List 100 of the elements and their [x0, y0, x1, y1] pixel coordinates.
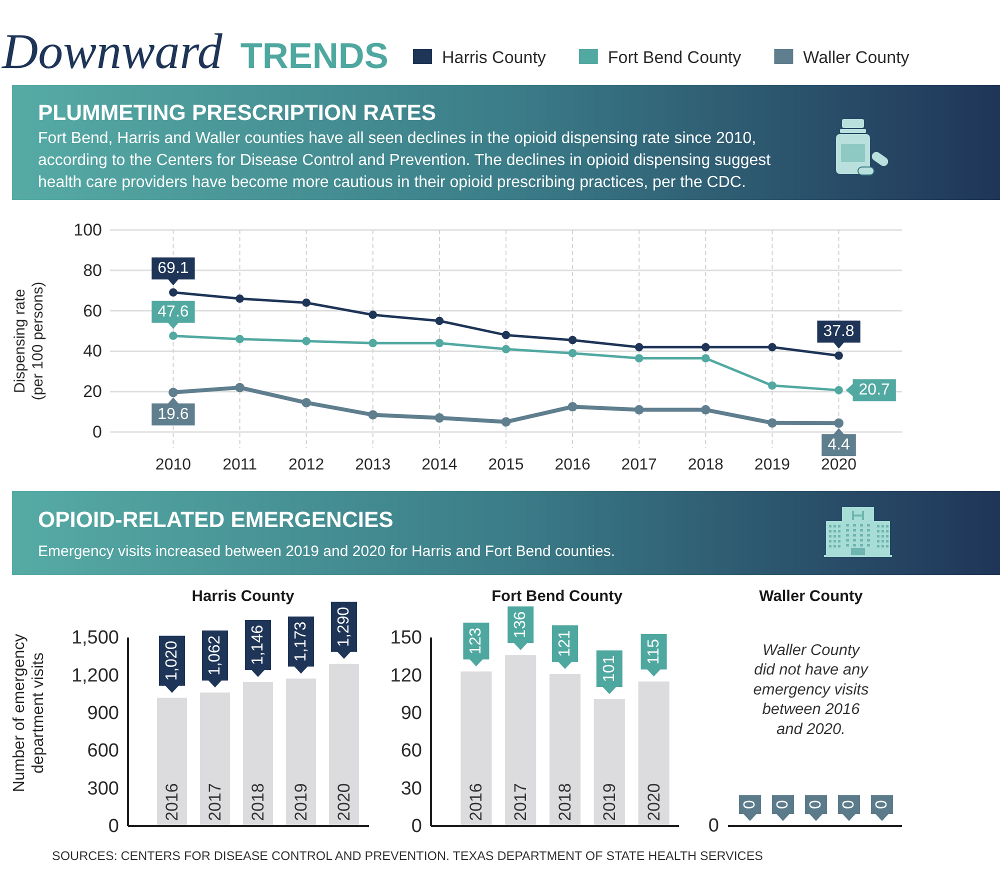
point	[235, 382, 244, 392]
bar	[200, 692, 230, 826]
bar	[594, 699, 625, 826]
data-label: 0	[808, 800, 824, 809]
y-tick-label: 150	[390, 628, 422, 649]
data-label: 1,020	[164, 640, 180, 681]
data-label: 69.1	[158, 260, 189, 277]
data-label: 115	[645, 638, 662, 664]
y-tick-label: 40	[83, 342, 102, 361]
x-tick-label: 2019	[754, 456, 790, 474]
point	[368, 338, 378, 348]
y-tick-label: 0	[108, 816, 119, 838]
data-label: 4.4	[828, 436, 850, 454]
x-tick-label: 2012	[288, 456, 324, 474]
point	[834, 418, 844, 428]
data-label: 0	[774, 800, 792, 809]
data-label: 1,173	[292, 621, 310, 662]
text: Waller County	[759, 588, 864, 605]
bar	[638, 681, 670, 826]
x-tick-label: 2010	[155, 456, 192, 474]
chart-title: Fort Bend County	[492, 588, 623, 605]
x-tick-label: 2018	[248, 783, 268, 821]
point	[701, 354, 710, 362]
data-label: 123	[468, 628, 485, 654]
point	[302, 336, 311, 346]
y-tick-label: 90	[400, 702, 422, 724]
x-tick-label: 2019	[292, 783, 310, 821]
data-label: 20.7	[858, 382, 890, 399]
y-tick-label: 300	[87, 778, 119, 800]
point	[701, 342, 710, 352]
point	[302, 298, 311, 307]
y-tick-label: 30	[400, 778, 422, 800]
text: 0	[874, 800, 890, 809]
point	[368, 310, 378, 320]
x-tick-label: 2017	[621, 456, 658, 474]
point	[502, 345, 510, 354]
point	[302, 398, 312, 408]
data-label: 0	[840, 800, 858, 809]
point	[568, 402, 578, 412]
y-tick-label: 120	[390, 665, 422, 686]
x-tick-label: 2020	[820, 456, 857, 474]
data-label: 19.6	[158, 406, 189, 423]
x-tick-label: 2019	[600, 783, 619, 821]
point	[568, 336, 577, 344]
point	[435, 316, 444, 326]
legend-label: Harris County	[442, 48, 546, 67]
data-label: 121	[556, 630, 574, 657]
point	[834, 386, 843, 394]
legend-label: Waller County	[803, 48, 910, 67]
text: Downward TRENDS	[1, 23, 388, 79]
y-axis-title: Number of emergency department visits	[10, 634, 48, 792]
y-tick-label: 0	[92, 422, 102, 442]
chart-title: PLUMMETING PRESCRIPTION RATES	[38, 100, 436, 125]
point	[768, 342, 776, 352]
y-tick-label: 60	[400, 740, 422, 762]
point	[568, 349, 577, 358]
point	[501, 417, 511, 427]
y-tick-label: 600	[87, 740, 119, 762]
point	[768, 381, 776, 390]
point	[834, 351, 843, 360]
data-label: 0	[742, 800, 758, 809]
y-tick-label: 20	[83, 382, 102, 402]
x-tick-label: 2016	[466, 783, 486, 821]
point	[700, 405, 710, 414]
bar	[156, 698, 188, 826]
data-label: 1,146	[250, 624, 266, 665]
y-tick-label: 900	[87, 702, 119, 724]
point	[502, 330, 510, 340]
y-tick-label: 1,200	[71, 665, 119, 686]
y-tick-label: 80	[83, 260, 102, 280]
point	[368, 410, 378, 420]
x-tick-label: 2013	[355, 456, 391, 474]
bar	[505, 655, 536, 826]
point	[435, 338, 444, 348]
point	[236, 334, 244, 344]
y-tick-label: 100	[74, 220, 102, 240]
chart-subtitle: Fort Bend, Harris and Waller counties have all seen declines in the opioid dispensing rate since 2010, according to the Centers for Disease Control and Prevention. The declines in opioid dispensing suggest health care providers have become more cautious in their opioid prescribing practices, per the CDC.	[38, 130, 772, 191]
y-tick-label: 1,500	[71, 628, 119, 649]
bar	[286, 678, 316, 826]
data-label: 136	[512, 611, 530, 638]
point	[236, 294, 244, 303]
x-tick-label: 2016	[554, 456, 590, 474]
point	[434, 413, 444, 423]
point	[168, 388, 178, 398]
x-tick-label: 2017	[511, 783, 530, 821]
x-tick-label: 2011	[222, 456, 258, 474]
text: Emergency visits increased between 2019 and 2020 for Harris and Fort Bend counties.	[38, 543, 615, 560]
y-tick-label: 0	[411, 816, 422, 838]
x-tick-label: 2014	[422, 456, 458, 474]
x-tick-label: 2018	[556, 783, 574, 821]
legend-label: Fort Bend County	[608, 48, 742, 67]
data-label: 47.6	[158, 303, 189, 320]
point	[768, 418, 777, 428]
point	[634, 342, 644, 352]
point	[634, 405, 644, 414]
data-label: 37.8	[823, 323, 854, 340]
bar	[460, 671, 492, 826]
chart-title: Harris County	[192, 588, 295, 605]
data-label: 1,290	[336, 606, 352, 647]
bar	[328, 664, 360, 826]
